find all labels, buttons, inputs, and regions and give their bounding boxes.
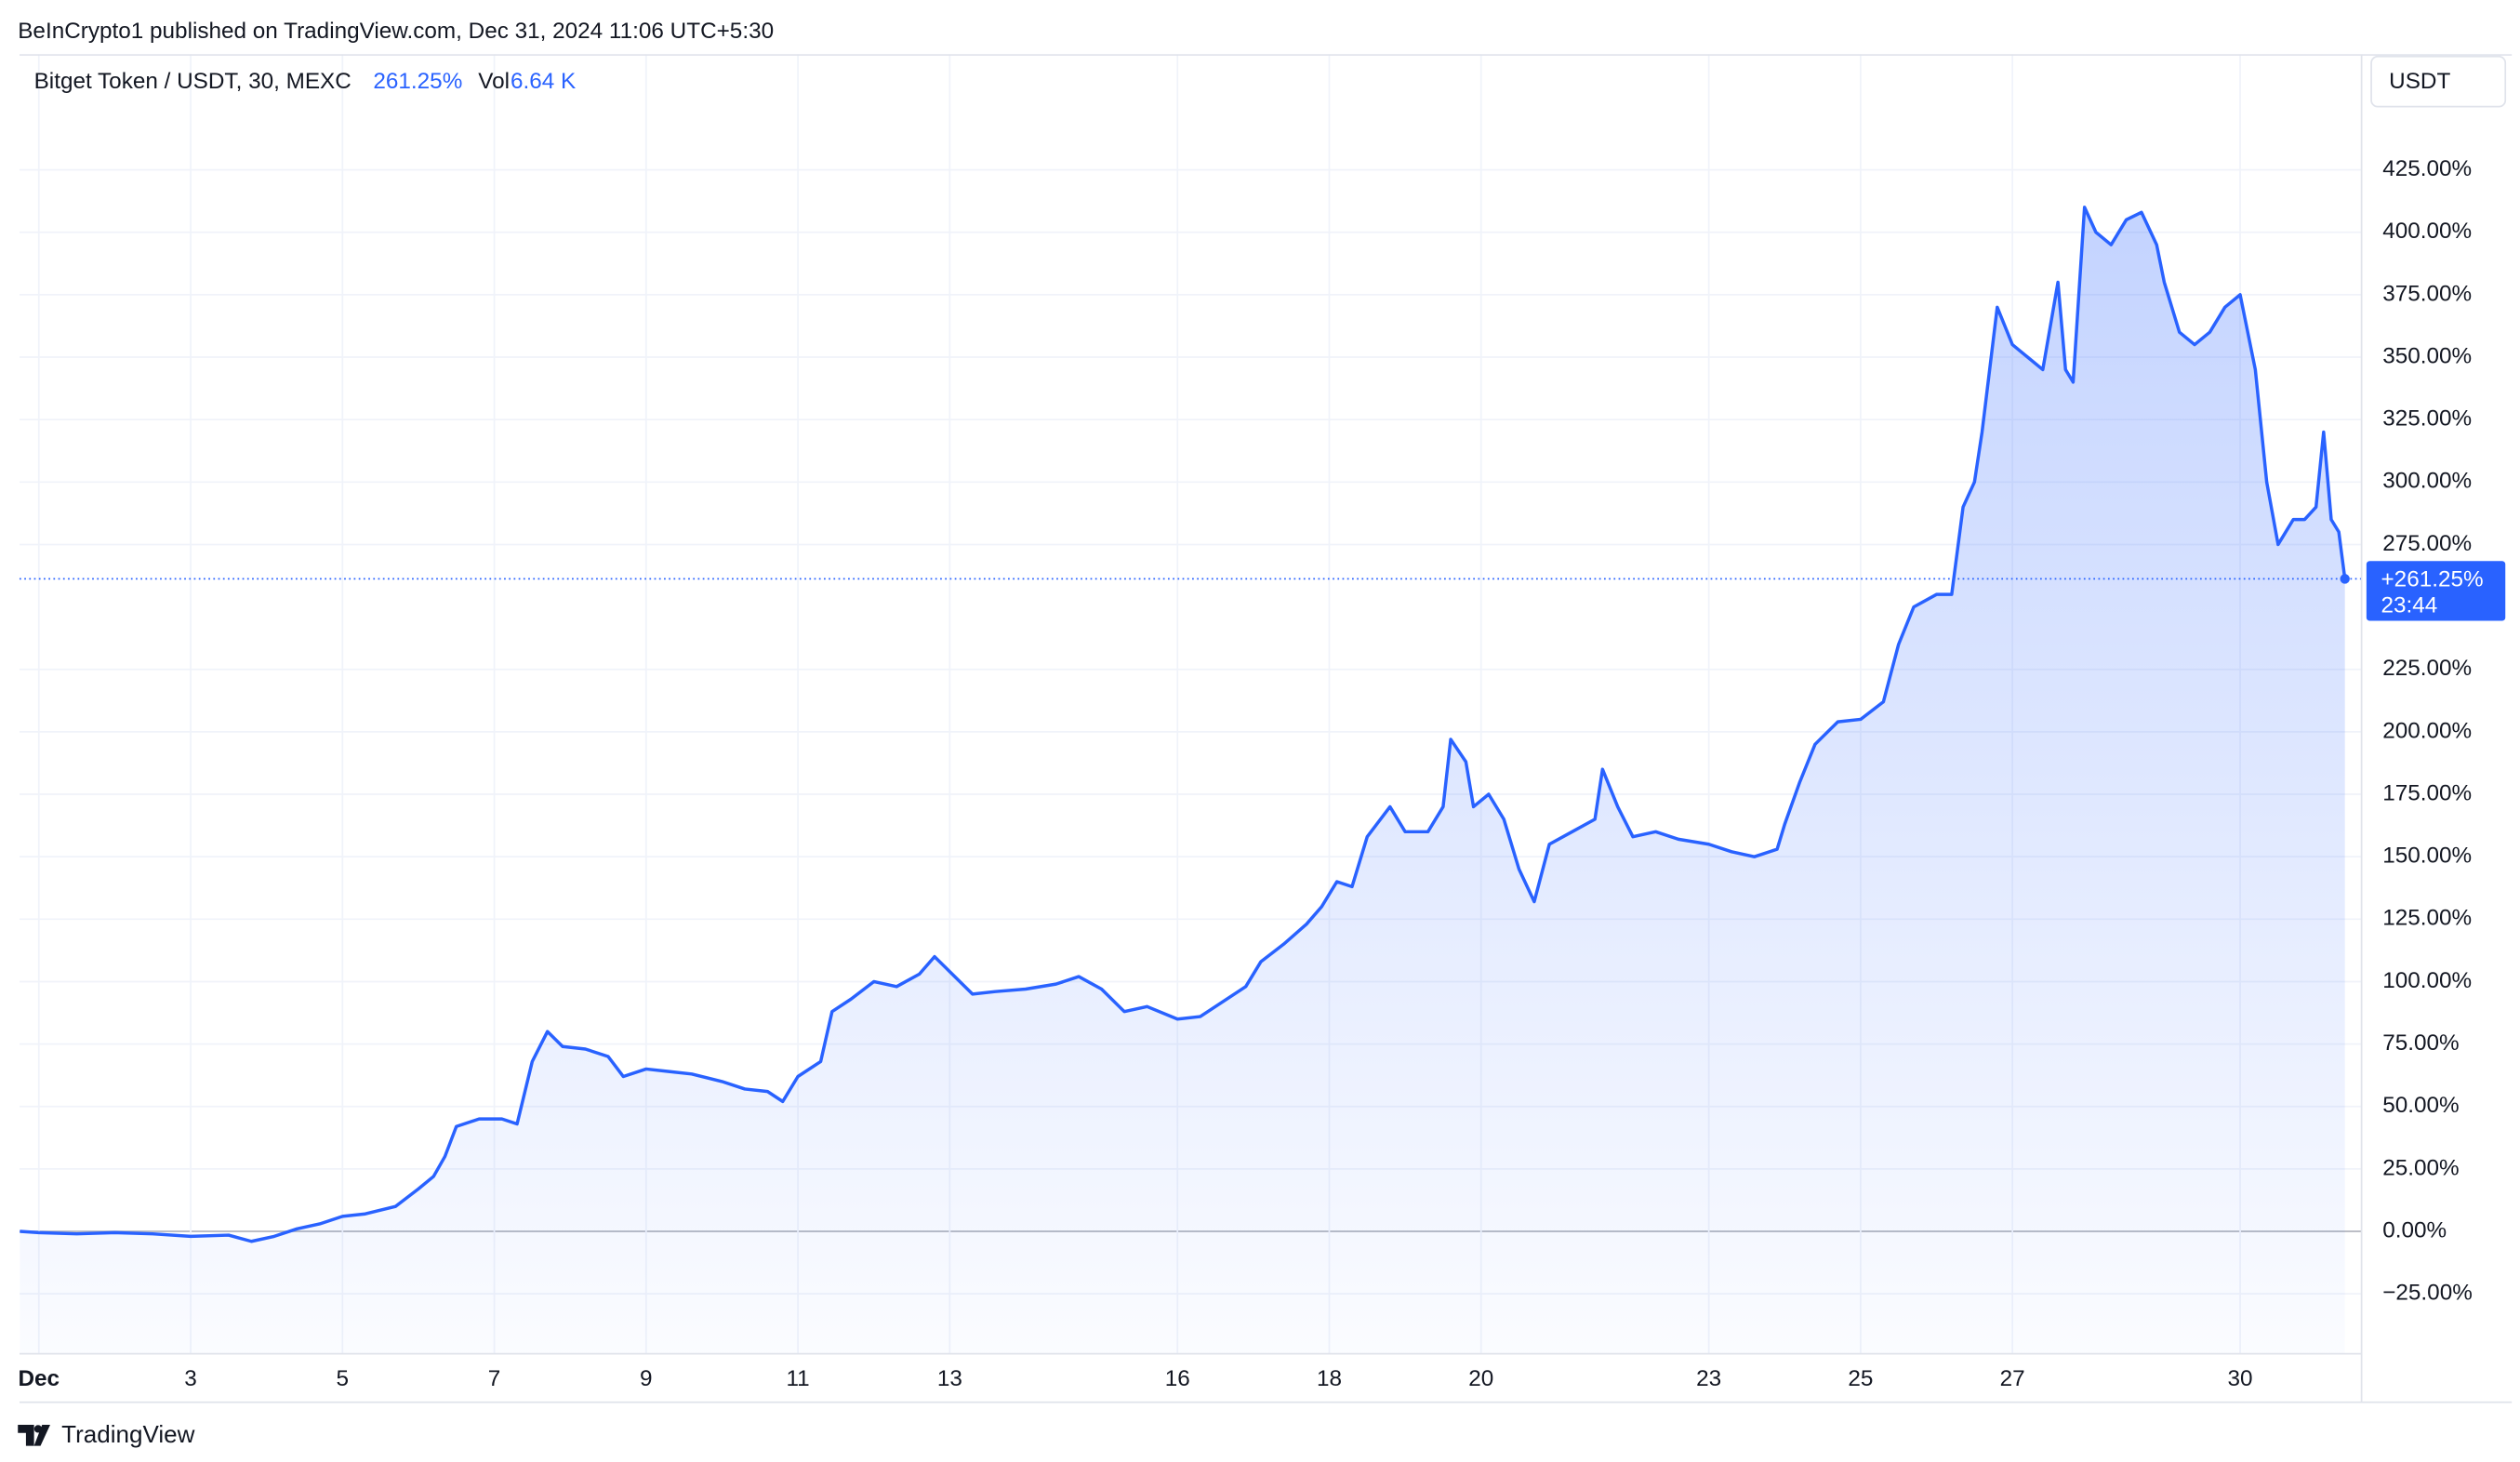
x-tick-label: 30 bbox=[2228, 1366, 2253, 1391]
price-tag-value: +261.25% bbox=[2381, 567, 2483, 592]
tv-logo bbox=[18, 1425, 50, 1446]
brand: TradingView bbox=[61, 1420, 195, 1448]
x-tick-label: 16 bbox=[1165, 1366, 1190, 1391]
x-tick-label: 23 bbox=[1696, 1366, 1721, 1391]
y-tick-label: 50.00% bbox=[2382, 1093, 2459, 1118]
x-tick-label: 20 bbox=[1468, 1366, 1493, 1391]
y-tick-label: 75.00% bbox=[2382, 1030, 2459, 1056]
volume-label: Vol bbox=[478, 69, 510, 94]
y-tick-label: 275.00% bbox=[2382, 531, 2472, 556]
x-tick-label: 13 bbox=[937, 1366, 962, 1391]
y-tick-label: 0.00% bbox=[2382, 1217, 2447, 1243]
x-tick-label: 27 bbox=[2000, 1366, 2025, 1391]
x-tick-label: 9 bbox=[640, 1366, 653, 1391]
x-tick-label: 7 bbox=[488, 1366, 501, 1391]
y-tick-label: 200.00% bbox=[2382, 718, 2472, 743]
change: 261.25% bbox=[373, 69, 462, 94]
y-tick-label: 400.00% bbox=[2382, 219, 2472, 244]
volume: 6.64 K bbox=[511, 69, 576, 94]
y-tick-label: 375.00% bbox=[2382, 281, 2472, 306]
axes: −25.00% 0.00% 25.00% 50.00% 75.00% 100.00% 125… bbox=[18, 156, 2506, 1391]
y-tick-label: 425.00% bbox=[2382, 156, 2472, 181]
y-tick-label: −25.00% bbox=[2382, 1281, 2473, 1306]
y-tick-label: 150.00% bbox=[2382, 844, 2472, 869]
publish-info: BeInCrypto1 published on TradingView.com… bbox=[18, 19, 774, 44]
y-tick-label: 25.00% bbox=[2382, 1155, 2459, 1180]
y-tick-label: 125.00% bbox=[2382, 906, 2472, 931]
y-tick-label: 225.00% bbox=[2382, 656, 2472, 681]
y-tick-label: 350.00% bbox=[2382, 343, 2472, 368]
countdown: 23:44 bbox=[2381, 592, 2437, 618]
plot bbox=[19, 206, 2362, 1354]
x-tick-label: 5 bbox=[337, 1366, 350, 1391]
y-tick-label: 100.00% bbox=[2382, 968, 2472, 993]
y-tick-label: 300.00% bbox=[2382, 469, 2472, 494]
x-tick-label: 11 bbox=[786, 1366, 809, 1391]
last-point bbox=[2340, 574, 2350, 584]
area-fill bbox=[20, 206, 2345, 1354]
price-line bbox=[20, 206, 2347, 1243]
currency-button[interactable] bbox=[2370, 55, 2507, 108]
symbol: Bitget Token / USDT, 30, MEXC bbox=[34, 69, 351, 94]
x-tick-label: 25 bbox=[1848, 1366, 1873, 1391]
x-tick-label: 18 bbox=[1317, 1366, 1342, 1391]
x-tick-label: 3 bbox=[184, 1366, 197, 1391]
y-tick-label: 325.00% bbox=[2382, 406, 2472, 432]
x-tick-label: Dec bbox=[18, 1366, 60, 1391]
price-tag bbox=[2366, 561, 2506, 621]
currency[interactable]: USDT bbox=[2389, 69, 2450, 94]
y-tick-label: 175.00% bbox=[2382, 780, 2472, 805]
